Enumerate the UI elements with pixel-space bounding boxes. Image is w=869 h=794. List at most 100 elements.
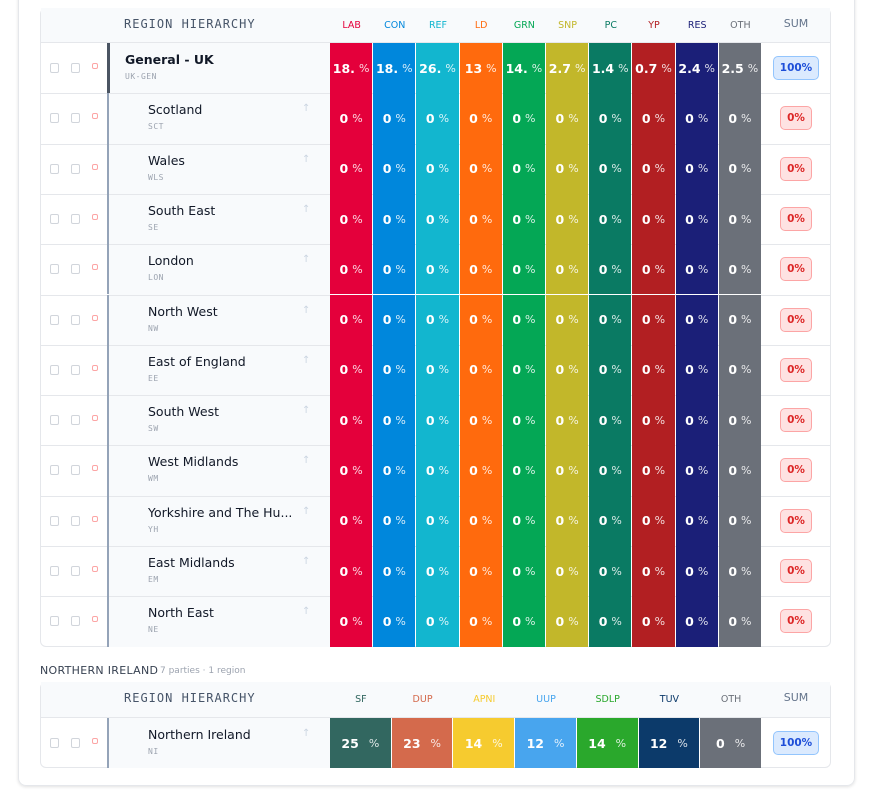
vote-cell[interactable]: 0% [502,294,545,345]
vote-cell[interactable]: 0% [373,193,416,245]
move-up-icon[interactable]: ↑ [302,153,311,165]
vote-cell[interactable]: 0% [459,495,502,546]
copy-icon[interactable] [50,616,59,627]
copy-icon[interactable] [50,113,59,124]
vote-cell[interactable]: 0% [416,495,459,546]
vote-cell[interactable]: 0% [718,495,761,546]
delete-icon[interactable] [92,163,98,170]
vote-cell[interactable]: 0% [632,143,675,194]
vote-cell[interactable]: 0% [546,244,589,295]
vote-cell[interactable]: 18.% [373,43,416,94]
vote-cell[interactable]: 0% [632,445,675,496]
vote-cell[interactable]: 12% [515,718,576,768]
vote-cell[interactable]: 0% [718,445,761,496]
vote-cell[interactable]: 0% [675,495,718,546]
copy-icon[interactable] [50,415,59,426]
move-up-icon[interactable]: ↑ [302,304,311,316]
vote-cell[interactable]: 0% [459,193,502,245]
vote-cell[interactable]: 0% [675,93,718,144]
copy-icon[interactable] [50,314,59,325]
vote-cell[interactable]: 0% [459,93,502,144]
delete-icon[interactable] [92,465,98,472]
vote-cell[interactable]: 0% [416,193,459,245]
vote-cell[interactable]: 0% [675,294,718,345]
vote-cell[interactable]: 0% [502,344,545,396]
vote-cell[interactable]: 2.4% [675,43,718,94]
vote-cell[interactable]: 0% [546,445,589,496]
vote-cell[interactable]: 0% [718,193,761,245]
vote-cell[interactable]: 0% [330,193,373,245]
vote-cell[interactable]: 0% [330,596,373,647]
vote-cell[interactable]: 0% [502,93,545,144]
vote-cell[interactable]: 0% [373,244,416,295]
copy-icon[interactable] [50,465,59,476]
vote-cell[interactable]: 0% [589,395,632,446]
vote-cell[interactable]: 0% [675,445,718,496]
move-up-icon[interactable]: ↑ [302,103,311,115]
vote-cell[interactable]: 0% [718,344,761,396]
vote-cell[interactable]: 0% [459,546,502,597]
vote-cell[interactable]: 0% [373,93,416,144]
vote-cell[interactable]: 0% [330,395,373,446]
vote-cell[interactable]: 0% [718,596,761,647]
copy-icon[interactable] [50,738,59,748]
vote-cell[interactable]: 0% [330,294,373,345]
vote-cell[interactable]: 0% [373,294,416,345]
vote-cell[interactable]: 0% [632,546,675,597]
vote-cell[interactable]: 0% [632,596,675,647]
vote-cell[interactable]: 0% [546,495,589,546]
vote-cell[interactable]: 25% [330,718,391,768]
paste-icon[interactable] [71,113,80,124]
delete-icon[interactable] [92,364,98,371]
vote-cell[interactable]: 0% [459,244,502,295]
move-up-icon[interactable]: ↑ [302,254,311,266]
delete-icon[interactable] [92,113,98,120]
vote-cell[interactable]: 0% [459,294,502,345]
paste-icon[interactable] [71,163,80,174]
delete-icon[interactable] [92,213,98,220]
vote-cell[interactable]: 2.7% [546,43,589,94]
vote-cell[interactable]: 0% [416,143,459,194]
delete-icon[interactable] [92,63,98,69]
vote-cell[interactable]: 0% [589,143,632,194]
delete-icon[interactable] [92,515,98,522]
vote-cell[interactable]: 0% [373,596,416,647]
paste-icon[interactable] [71,616,80,627]
vote-cell[interactable]: 14% [576,718,638,768]
vote-cell[interactable]: 0% [675,546,718,597]
vote-cell[interactable]: 0% [675,193,718,245]
vote-cell[interactable]: 0% [416,596,459,647]
vote-cell[interactable]: 0% [546,596,589,647]
paste-icon[interactable] [71,213,80,224]
move-up-icon[interactable]: ↑ [302,606,311,618]
paste-icon[interactable] [71,63,80,73]
move-up-icon[interactable]: ↑ [302,505,311,517]
vote-cell[interactable]: 0% [502,193,545,245]
delete-icon[interactable] [92,264,98,271]
vote-cell[interactable]: 13% [459,43,502,94]
copy-icon[interactable] [50,264,59,275]
copy-icon[interactable] [50,364,59,375]
vote-cell[interactable]: 0% [416,244,459,295]
vote-cell[interactable]: 0% [589,244,632,295]
vote-cell[interactable]: 0% [675,596,718,647]
vote-cell[interactable]: 0% [589,193,632,245]
vote-cell[interactable]: 0% [632,244,675,295]
delete-icon[interactable] [92,314,98,321]
move-up-icon[interactable]: ↑ [302,728,311,739]
vote-cell[interactable]: 0% [502,546,545,597]
vote-cell[interactable]: 0.7% [632,43,675,94]
vote-cell[interactable]: 14% [453,718,515,768]
copy-icon[interactable] [50,566,59,576]
copy-icon[interactable] [50,213,59,224]
vote-cell[interactable]: 0% [546,546,589,597]
vote-cell[interactable]: 0% [502,395,545,446]
move-up-icon[interactable]: ↑ [302,354,311,366]
vote-cell[interactable]: 0% [373,344,416,396]
vote-cell[interactable]: 0% [330,344,373,396]
vote-cell[interactable]: 0% [459,596,502,647]
vote-cell[interactable]: 0% [675,395,718,446]
vote-cell[interactable]: 0% [330,546,373,597]
copy-icon[interactable] [50,515,59,526]
vote-cell[interactable]: 0% [632,93,675,144]
